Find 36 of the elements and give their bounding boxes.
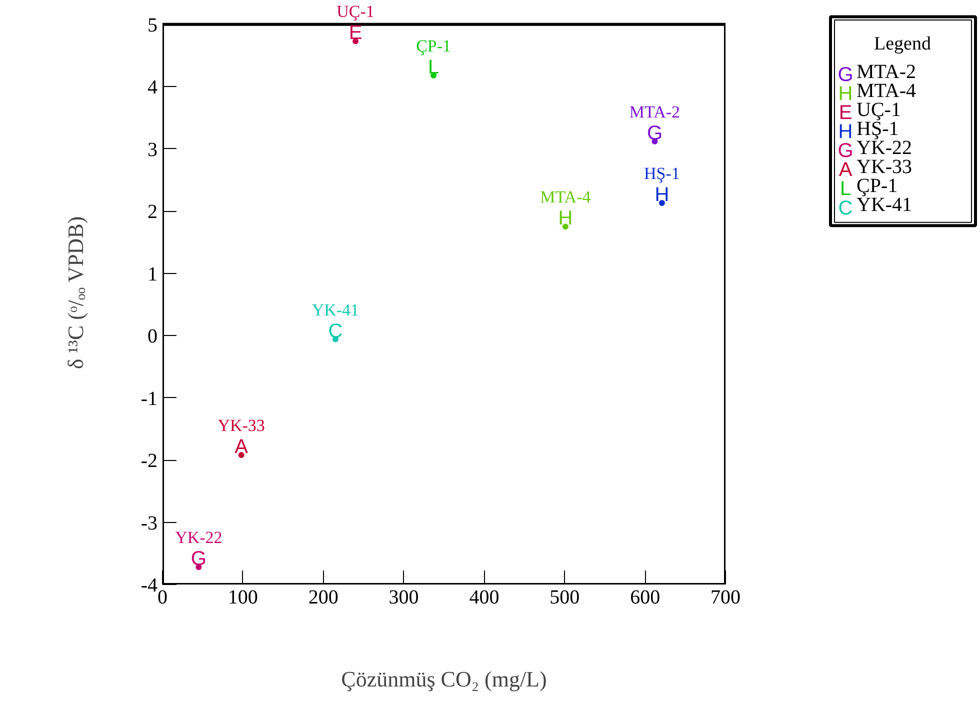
y-tick-label: 2	[148, 201, 158, 224]
y-axis-title: δ ¹³C (ᵒ/ₒₒ VPDB)	[62, 216, 88, 370]
series-label: YK-22	[175, 528, 222, 548]
x-tick-label: 600	[630, 586, 660, 608]
y-tick-label: 5	[148, 14, 158, 36]
annotation: G	[190, 548, 206, 570]
y-tick-label: -1	[140, 388, 158, 410]
y-tick-label: 4	[148, 76, 158, 99]
series-label: HŞ-1	[644, 164, 680, 184]
y-tick-label: 0	[148, 326, 158, 348]
annotation: H	[654, 184, 670, 206]
annotation: E	[348, 22, 362, 44]
series-label: YK-41	[312, 300, 360, 320]
x-tick-label: 100	[228, 586, 258, 608]
series-label: MTA-4	[540, 188, 592, 207]
x-tick-label: 300	[388, 586, 419, 608]
x-tick-label: 700	[710, 586, 740, 608]
x-axis-title: Çözünmüş CO₂ (mg/L)	[341, 666, 547, 692]
y-tick-label: -4	[140, 574, 158, 596]
annotation: A	[234, 436, 249, 458]
series-label: MTA-2	[629, 102, 680, 122]
series-label: YK-33	[218, 416, 265, 436]
x-tick-label: 400	[469, 586, 500, 608]
annotation: C	[328, 320, 343, 342]
annotation: G	[646, 122, 663, 144]
series-label: ÇP-1	[416, 36, 452, 56]
x-tick-label: 200	[308, 586, 338, 608]
x-tick-label: 500	[550, 586, 580, 608]
annotation: L	[428, 56, 440, 78]
legend-title: Legend	[874, 34, 932, 55]
series-label: UÇ-1	[336, 2, 374, 22]
y-tick-label: 1	[148, 263, 158, 286]
annotation: H	[558, 208, 573, 230]
y-tick-label: -2	[140, 450, 158, 472]
y-tick-label: 3	[148, 138, 158, 161]
y-tick-label: -3	[140, 512, 158, 534]
